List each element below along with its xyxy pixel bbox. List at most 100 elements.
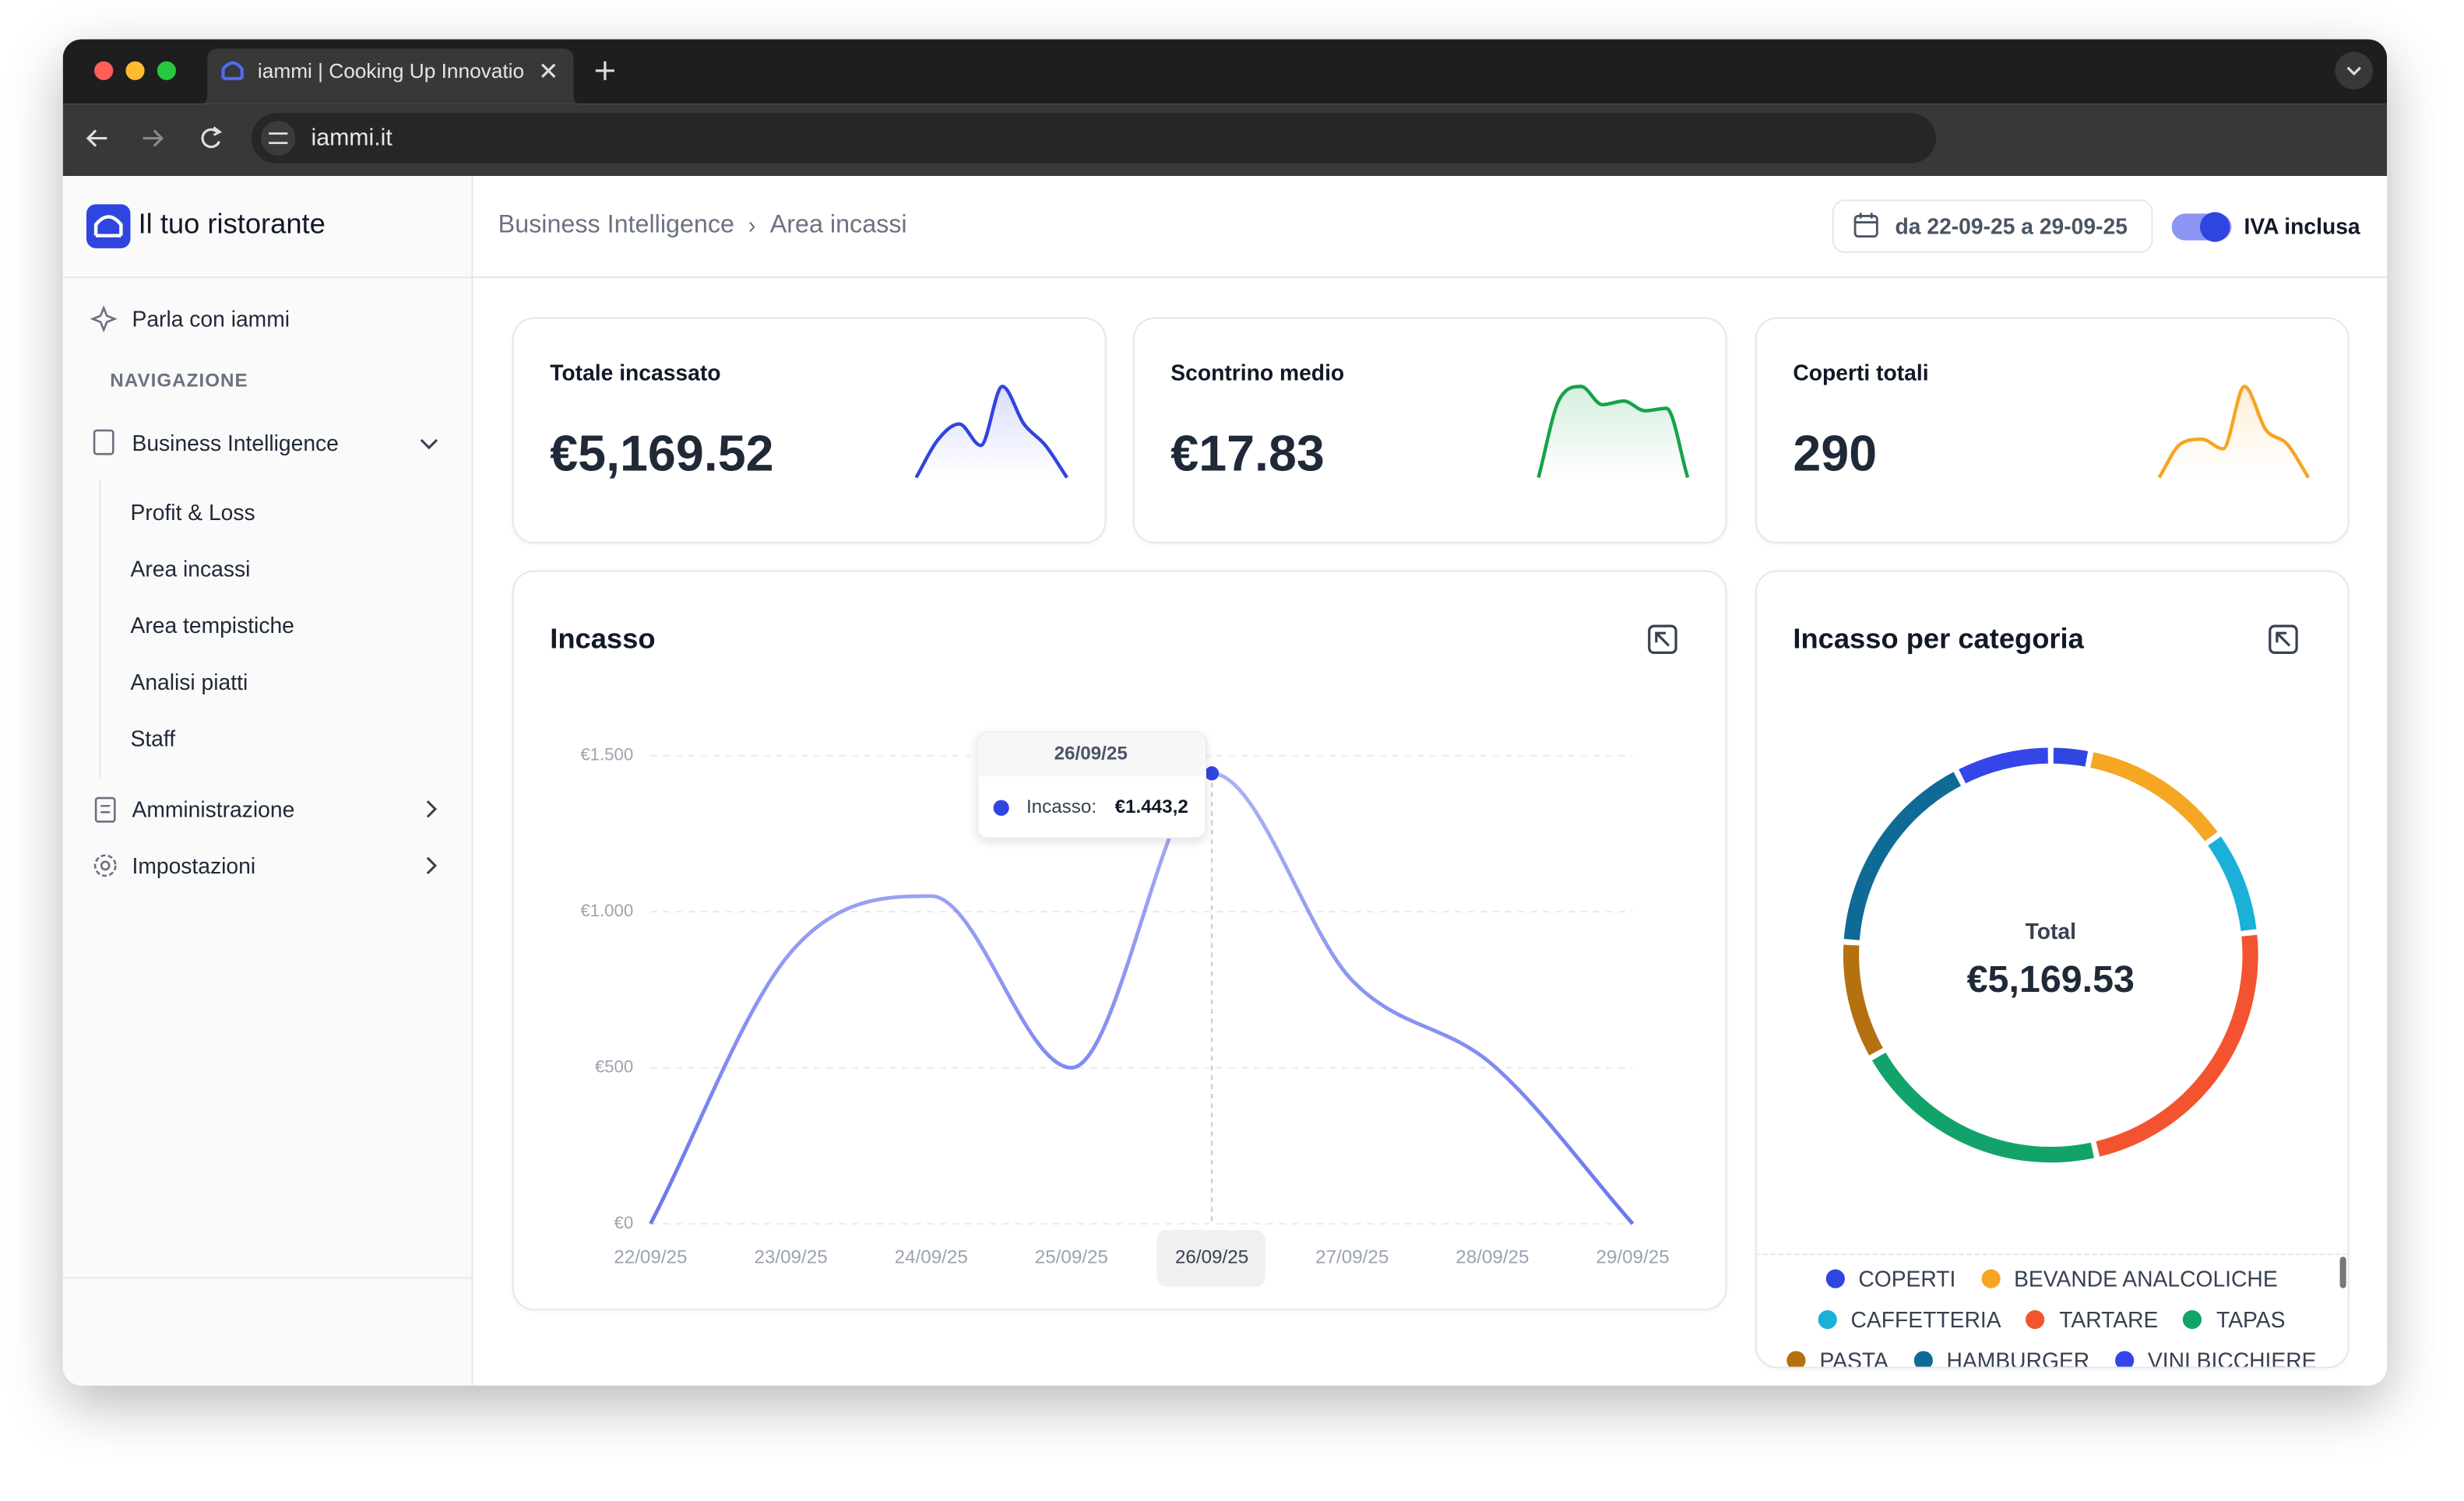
nav-item[interactable]: Area incassi: [130, 556, 251, 582]
nav-item[interactable]: Profit & Loss: [130, 499, 255, 525]
url: iammi.it: [311, 125, 392, 152]
legend-label: BEVANDE ANALCOLICHE: [2014, 1266, 2278, 1292]
active-point: [1204, 766, 1220, 781]
settings-icon: [93, 854, 117, 877]
close-window[interactable]: [94, 61, 114, 80]
nav-group[interactable]: Business Intelligence: [132, 430, 339, 456]
kpi-value: €17.83: [1170, 424, 1325, 482]
x-tick-label: 28/09/25: [1456, 1247, 1529, 1268]
expand-frame: [2269, 624, 2298, 655]
legend-scrollbar[interactable]: [2339, 1257, 2346, 1288]
x-tick-label: 25/09/25: [1035, 1247, 1108, 1268]
active-x-label-bg: [1156, 1229, 1265, 1287]
forward[interactable]: [143, 129, 164, 147]
sidebar-footer-divider: [62, 1277, 472, 1279]
legend-swatch: [2114, 1351, 2134, 1367]
admin-icon: [94, 796, 116, 823]
ask-icon: [90, 304, 118, 333]
legend-swatch: [1786, 1351, 1806, 1367]
x-tick-label: 27/09/25: [1315, 1247, 1389, 1268]
breadcrumb-separator: ›: [748, 213, 756, 240]
section-label: NAVIGAZIONE: [110, 369, 248, 392]
sparkline: [2157, 385, 2311, 479]
donut-segment: [2090, 752, 2218, 842]
browser-chrome-icons: [86, 48, 2373, 163]
settings-chevron: [426, 856, 438, 874]
tooltip-value: €1.443,2: [1115, 796, 1188, 817]
legend-item[interactable]: TAPAS: [2183, 1299, 2285, 1340]
zoom-window[interactable]: [157, 61, 176, 80]
sparkline-area: [2159, 386, 2309, 478]
donut-segment: [1959, 747, 2049, 784]
tab-close[interactable]: [541, 63, 556, 79]
legend-item[interactable]: VINI BICCHIERE: [2114, 1340, 2317, 1367]
date-range-button[interactable]: [1832, 199, 2153, 253]
chart-title: Incasso: [550, 623, 656, 655]
expand-arrow: [1655, 631, 1670, 647]
nav-group[interactable]: Amministrazione: [132, 796, 295, 822]
y-tick-label: €1.000: [580, 901, 633, 920]
admin-icon-lines: [100, 804, 111, 814]
legend-label: VINI BICCHIERE: [2147, 1348, 2317, 1367]
donut-center-label: Total: [2026, 919, 2076, 944]
legend-item[interactable]: CAFFETTERIA: [1818, 1299, 2001, 1340]
legend-item[interactable]: BEVANDE ANALCOLICHE: [1980, 1258, 2278, 1299]
minimize-window[interactable]: [125, 61, 145, 80]
kpi-value: 290: [1793, 424, 1878, 482]
y-tick-label: €0: [614, 1213, 634, 1232]
reload[interactable]: [201, 128, 220, 149]
legend-swatch: [1818, 1309, 1837, 1330]
active-tab[interactable]: [201, 48, 580, 104]
brand-logo-mark: [93, 215, 123, 237]
tooltip-swatch: [993, 800, 1009, 816]
x-tick-label: 29/09/25: [1596, 1247, 1669, 1268]
back[interactable]: [86, 129, 107, 147]
sparkline: [914, 385, 1068, 479]
donut-segment: [2208, 836, 2257, 931]
tooltip-header: [979, 733, 1204, 777]
nav-item[interactable]: Analisi piatti: [130, 669, 248, 694]
expand-button[interactable]: [2268, 624, 2300, 656]
tooltip: 26/09/25 Incasso: €1.443,2: [977, 731, 1206, 839]
header-divider: [62, 276, 2388, 279]
legend-item[interactable]: COPERTI: [1825, 1258, 1955, 1299]
breadcrumb-item: Area incassi: [769, 212, 907, 239]
address-bar[interactable]: [251, 113, 1936, 163]
vat-toggle-knob: [2200, 212, 2230, 242]
legend-item[interactable]: HAMBURGER: [1913, 1340, 2090, 1367]
sparkline: [1536, 385, 1690, 479]
nav-item[interactable]: Staff: [130, 726, 176, 751]
tab-favicon: [221, 61, 244, 80]
breadcrumb-item[interactable]: Business Intelligence: [498, 212, 734, 239]
nav-item[interactable]: Area tempistiche: [130, 612, 294, 638]
expand-button[interactable]: [1647, 624, 1680, 656]
calendar-icon: [1853, 213, 1878, 238]
donut-segment: [2096, 934, 2258, 1157]
nav-group[interactable]: Impostazioni: [132, 852, 256, 878]
submenu-rail: [99, 479, 101, 778]
legend-swatch: [1980, 1269, 2000, 1288]
tab-menu[interactable]: [2335, 51, 2373, 90]
kpi-title: Coperti totali: [1793, 360, 1929, 385]
expand-frame: [1648, 624, 1677, 655]
donut-segment: [1843, 772, 1962, 940]
new-tab[interactable]: [595, 61, 614, 80]
legend-item[interactable]: TARTARE: [2026, 1299, 2158, 1340]
site-info-icon: [269, 132, 288, 145]
y-tick-label: €1.500: [580, 744, 633, 764]
reload-arrow: [213, 126, 223, 136]
site-info[interactable]: [260, 121, 296, 156]
ask-iammi[interactable]: Parla con iammi: [132, 306, 290, 332]
line-chart-card: [512, 570, 1727, 1310]
tab-menu-icon: [2346, 66, 2361, 76]
legend-label: HAMBURGER: [1946, 1348, 2090, 1367]
bi-icon: [93, 429, 114, 455]
sparkline-area: [916, 386, 1068, 478]
donut-segment: [2053, 747, 2089, 767]
date-range: da 22-09-25 a 29-09-25: [1895, 213, 2128, 239]
line: [649, 771, 1635, 1225]
legend-item[interactable]: PASTA: [1786, 1340, 1888, 1367]
